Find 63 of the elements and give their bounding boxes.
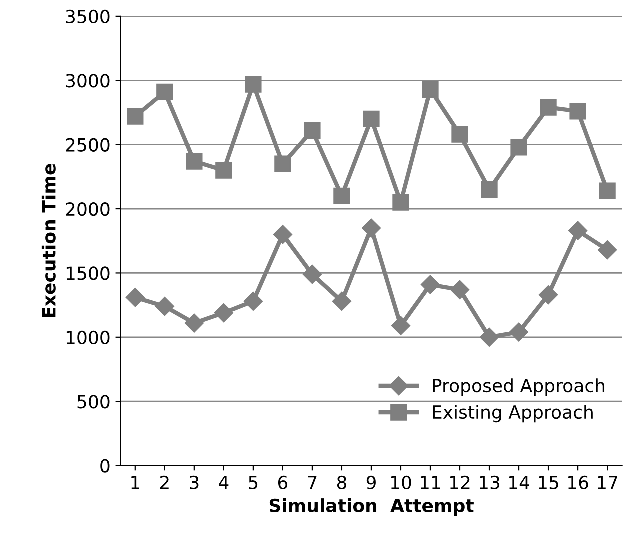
point xyxy=(392,194,410,211)
y-tick-label: 0 xyxy=(100,459,110,473)
legend-label: Existing Approach xyxy=(433,405,593,423)
point xyxy=(362,218,382,238)
x-tick-label: 2 xyxy=(160,476,169,490)
point xyxy=(599,182,616,200)
x-tick-label: 1 xyxy=(132,476,140,490)
point xyxy=(480,328,500,347)
point xyxy=(127,108,144,125)
point xyxy=(244,292,263,311)
point xyxy=(452,126,468,143)
point xyxy=(481,181,498,198)
point xyxy=(450,280,470,300)
point xyxy=(568,221,588,240)
point xyxy=(245,76,262,93)
point xyxy=(274,156,292,172)
x-axis-title: Simulation Attempt xyxy=(270,498,474,516)
point xyxy=(509,322,529,342)
point xyxy=(184,314,204,333)
point xyxy=(216,162,232,179)
point xyxy=(186,153,203,170)
point xyxy=(155,297,174,316)
y-tick-label: 2500 xyxy=(66,138,110,152)
y-tick-label: 1000 xyxy=(66,330,110,345)
legend-label: Proposed Approach xyxy=(433,378,605,396)
x-tick-label: 17 xyxy=(598,476,618,490)
x-tick-label: 9 xyxy=(366,476,376,490)
point xyxy=(302,264,322,284)
y-tick-label: 500 xyxy=(78,395,110,409)
point xyxy=(510,139,528,156)
point xyxy=(304,122,321,140)
point xyxy=(540,99,557,116)
x-tick-label: 10 xyxy=(391,476,412,490)
point xyxy=(214,303,234,323)
point xyxy=(598,240,618,260)
x-tick-label: 6 xyxy=(278,476,288,490)
point xyxy=(570,103,586,120)
point xyxy=(334,188,350,205)
x-tick-label: 3 xyxy=(190,476,199,490)
y-tick-label: 1500 xyxy=(66,266,110,280)
point xyxy=(538,286,558,305)
x-tick-label: 4 xyxy=(219,476,229,490)
point xyxy=(332,292,352,311)
point xyxy=(273,225,292,244)
y-tick-label: 3000 xyxy=(66,74,110,88)
y-tick-label: 3500 xyxy=(66,10,110,24)
point xyxy=(391,316,411,336)
point xyxy=(422,81,439,98)
point xyxy=(126,288,145,308)
x-tick-label: 7 xyxy=(308,476,317,490)
point xyxy=(363,110,380,128)
point xyxy=(420,275,440,294)
x-tick-label: 5 xyxy=(249,476,258,490)
x-tick-label: 15 xyxy=(539,476,558,490)
x-tick-label: 14 xyxy=(510,476,530,490)
y-axis-title: Execution Time xyxy=(42,164,56,318)
point xyxy=(156,84,174,101)
y-tick-label: 2000 xyxy=(66,202,110,216)
x-tick-label: 8 xyxy=(337,476,346,490)
x-tick-label: 16 xyxy=(568,476,588,490)
x-tick-label: 12 xyxy=(450,476,470,490)
x-tick-label: 13 xyxy=(480,476,500,490)
x-tick-label: 11 xyxy=(420,476,440,490)
